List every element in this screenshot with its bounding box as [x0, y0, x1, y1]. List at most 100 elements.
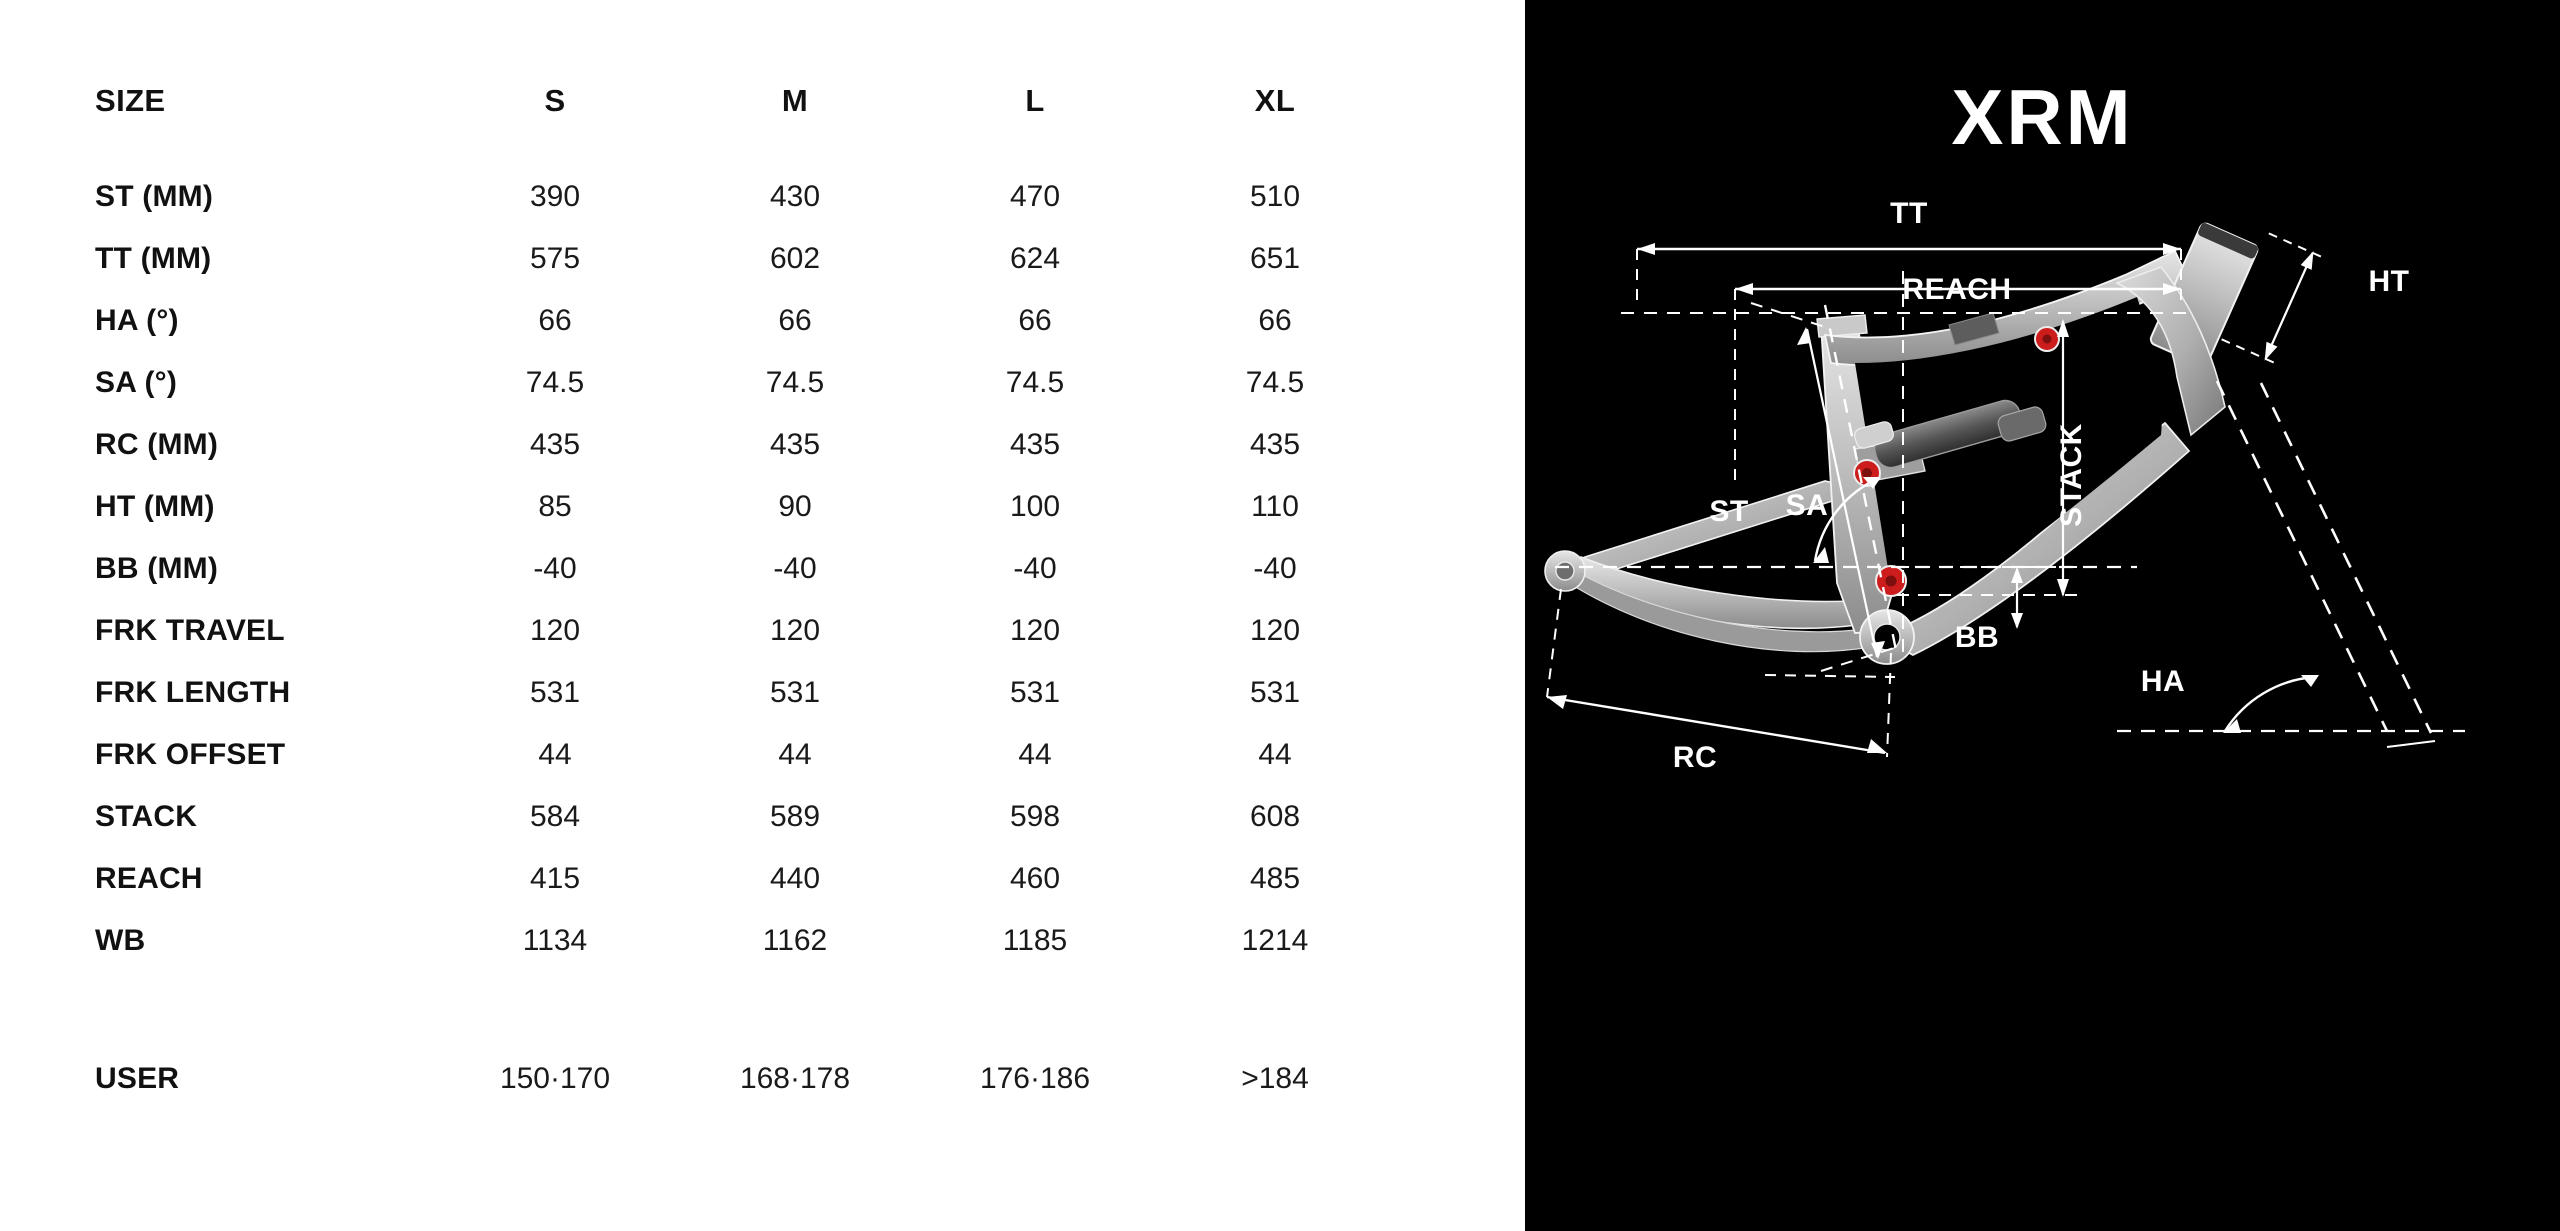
user-height-row: USER 150·170 168·178 176·186 >184	[95, 1048, 1395, 1110]
header-spacer	[95, 132, 1395, 166]
row-label: STACK	[95, 800, 198, 833]
table-row: HA (°) 66 66 66 66	[95, 290, 1395, 352]
user-cell-xl: >184	[1241, 1062, 1309, 1095]
ht-arrow-top	[2300, 251, 2314, 270]
dimension-labels: TT REACH HT STACK HA ST SA RC BB	[1673, 197, 2409, 774]
label-reach: REACH	[1902, 273, 2011, 306]
cell-s: 575	[529, 242, 581, 275]
ht-dimension-line	[2264, 252, 2314, 360]
column-header-l: L	[1025, 83, 1045, 118]
rc-ext-diagonal	[1764, 674, 1896, 678]
row-label: BB (MM)	[95, 552, 219, 585]
cell-s: 1134	[522, 924, 588, 957]
rc-ext-right	[1886, 652, 1892, 758]
down-tube	[1874, 421, 2191, 657]
row-label: FRK TRAVEL	[95, 614, 285, 647]
row-label: HA (°)	[95, 304, 179, 337]
row-label-user: USER	[95, 1062, 180, 1095]
cell-l: 120	[1009, 614, 1061, 647]
ha-angle-arc	[2223, 675, 2316, 732]
cell-xl: -40	[1253, 552, 1297, 585]
head-tube-gusset	[2114, 266, 2226, 437]
cell-xl: 485	[1249, 862, 1301, 895]
cell-l: 1185	[1002, 924, 1068, 957]
label-stack: STACK	[2055, 423, 2088, 527]
table-row: FRK TRAVEL 120 120 120 120	[95, 600, 1395, 662]
rc-arrow-right	[1867, 739, 1887, 753]
cell-l: 531	[1009, 676, 1061, 709]
cell-m: 120	[769, 614, 821, 647]
cell-l: 624	[1009, 242, 1061, 275]
cell-l: 66	[1018, 304, 1052, 337]
user-cell-m: 168·178	[739, 1062, 851, 1095]
cell-l: 435	[1009, 428, 1061, 461]
st-arrow-bottom	[1871, 641, 1885, 659]
label-st: ST	[1709, 495, 1748, 528]
cell-s: 584	[529, 800, 581, 833]
bike-frame-illustration	[1544, 222, 2259, 665]
cell-s: 44	[538, 738, 572, 771]
cell-l: 598	[1009, 800, 1061, 833]
sa-angle-arc	[1813, 477, 1878, 562]
rear-shock	[1854, 399, 2047, 469]
user-cell-l: 176·186	[979, 1062, 1091, 1095]
table-row: SA (°) 74.5 74.5 74.5 74.5	[95, 352, 1395, 414]
cell-m: 1162	[762, 924, 828, 957]
cell-s: 435	[529, 428, 581, 461]
cell-m: 66	[778, 304, 812, 337]
table-header-row: SIZE S M L XL	[95, 70, 1395, 132]
cell-xl: 110	[1251, 490, 1299, 523]
ha-axis-line-offset	[2259, 382, 2433, 734]
label-tt: TT	[1890, 197, 1928, 230]
cell-xl: 435	[1249, 428, 1301, 461]
label-bb: BB	[1955, 621, 1999, 654]
cell-xl: 66	[1258, 304, 1292, 337]
rc-ext-left	[1546, 588, 1562, 698]
st-ext-bottom	[1820, 646, 1898, 672]
model-title: XRM	[1951, 73, 2134, 161]
sa-arc-arrow-top	[1863, 477, 1881, 489]
frame-geometry-drawing: TT REACH HT STACK HA ST SA RC BB	[1544, 197, 2465, 774]
st-ext-top	[1750, 302, 1826, 328]
ht-ext-top	[2268, 232, 2328, 261]
rc-arrow-left	[1547, 695, 1567, 709]
cell-xl: 608	[1249, 800, 1301, 833]
pivot-bolt-top	[2034, 326, 2060, 352]
row-label: RC (MM)	[95, 428, 219, 461]
column-header-m: M	[781, 83, 809, 118]
cell-m: -40	[773, 552, 817, 585]
cell-xl: 651	[1249, 242, 1301, 275]
label-ha: HA	[2141, 665, 2185, 698]
ha-axis-line	[2215, 380, 2389, 732]
row-label: ST (MM)	[95, 180, 214, 213]
stack-arrow-top	[2057, 319, 2069, 337]
sa-arc-arrow-bottom	[1813, 547, 1829, 563]
ha-arc-arrow-right	[2301, 675, 2319, 687]
rear-dropout	[1544, 550, 1586, 592]
table-row: FRK LENGTH 531 531 531 531	[95, 662, 1395, 724]
column-header-size: SIZE	[95, 83, 166, 118]
cell-s: 120	[529, 614, 581, 647]
cell-xl: 510	[1249, 180, 1301, 213]
cell-s: 531	[529, 676, 581, 709]
st-dimension-line	[1805, 328, 1879, 658]
cell-m: 435	[769, 428, 821, 461]
st-arrow-top	[1797, 327, 1811, 345]
row-label: SA (°)	[95, 366, 178, 399]
rc-dimension-line	[1546, 695, 1886, 755]
cell-m: 589	[769, 800, 821, 833]
frk-offset-dimension	[2386, 740, 2436, 748]
cell-m: 44	[778, 738, 812, 771]
table-row: BB (MM) -40 -40 -40 -40	[95, 538, 1395, 600]
column-header-xl: XL	[1254, 83, 1296, 118]
row-label: WB	[95, 924, 146, 957]
table-row: FRK OFFSET 44 44 44 44	[95, 724, 1395, 786]
tt-arrow-right	[2163, 243, 2181, 255]
stack-arrow-bottom	[2057, 579, 2069, 597]
cell-s: 85	[538, 490, 572, 523]
row-label: FRK OFFSET	[95, 738, 286, 771]
frame-void	[1855, 297, 2162, 625]
table-row: REACH 415 440 460 485	[95, 848, 1395, 910]
cell-m: 430	[769, 180, 821, 213]
